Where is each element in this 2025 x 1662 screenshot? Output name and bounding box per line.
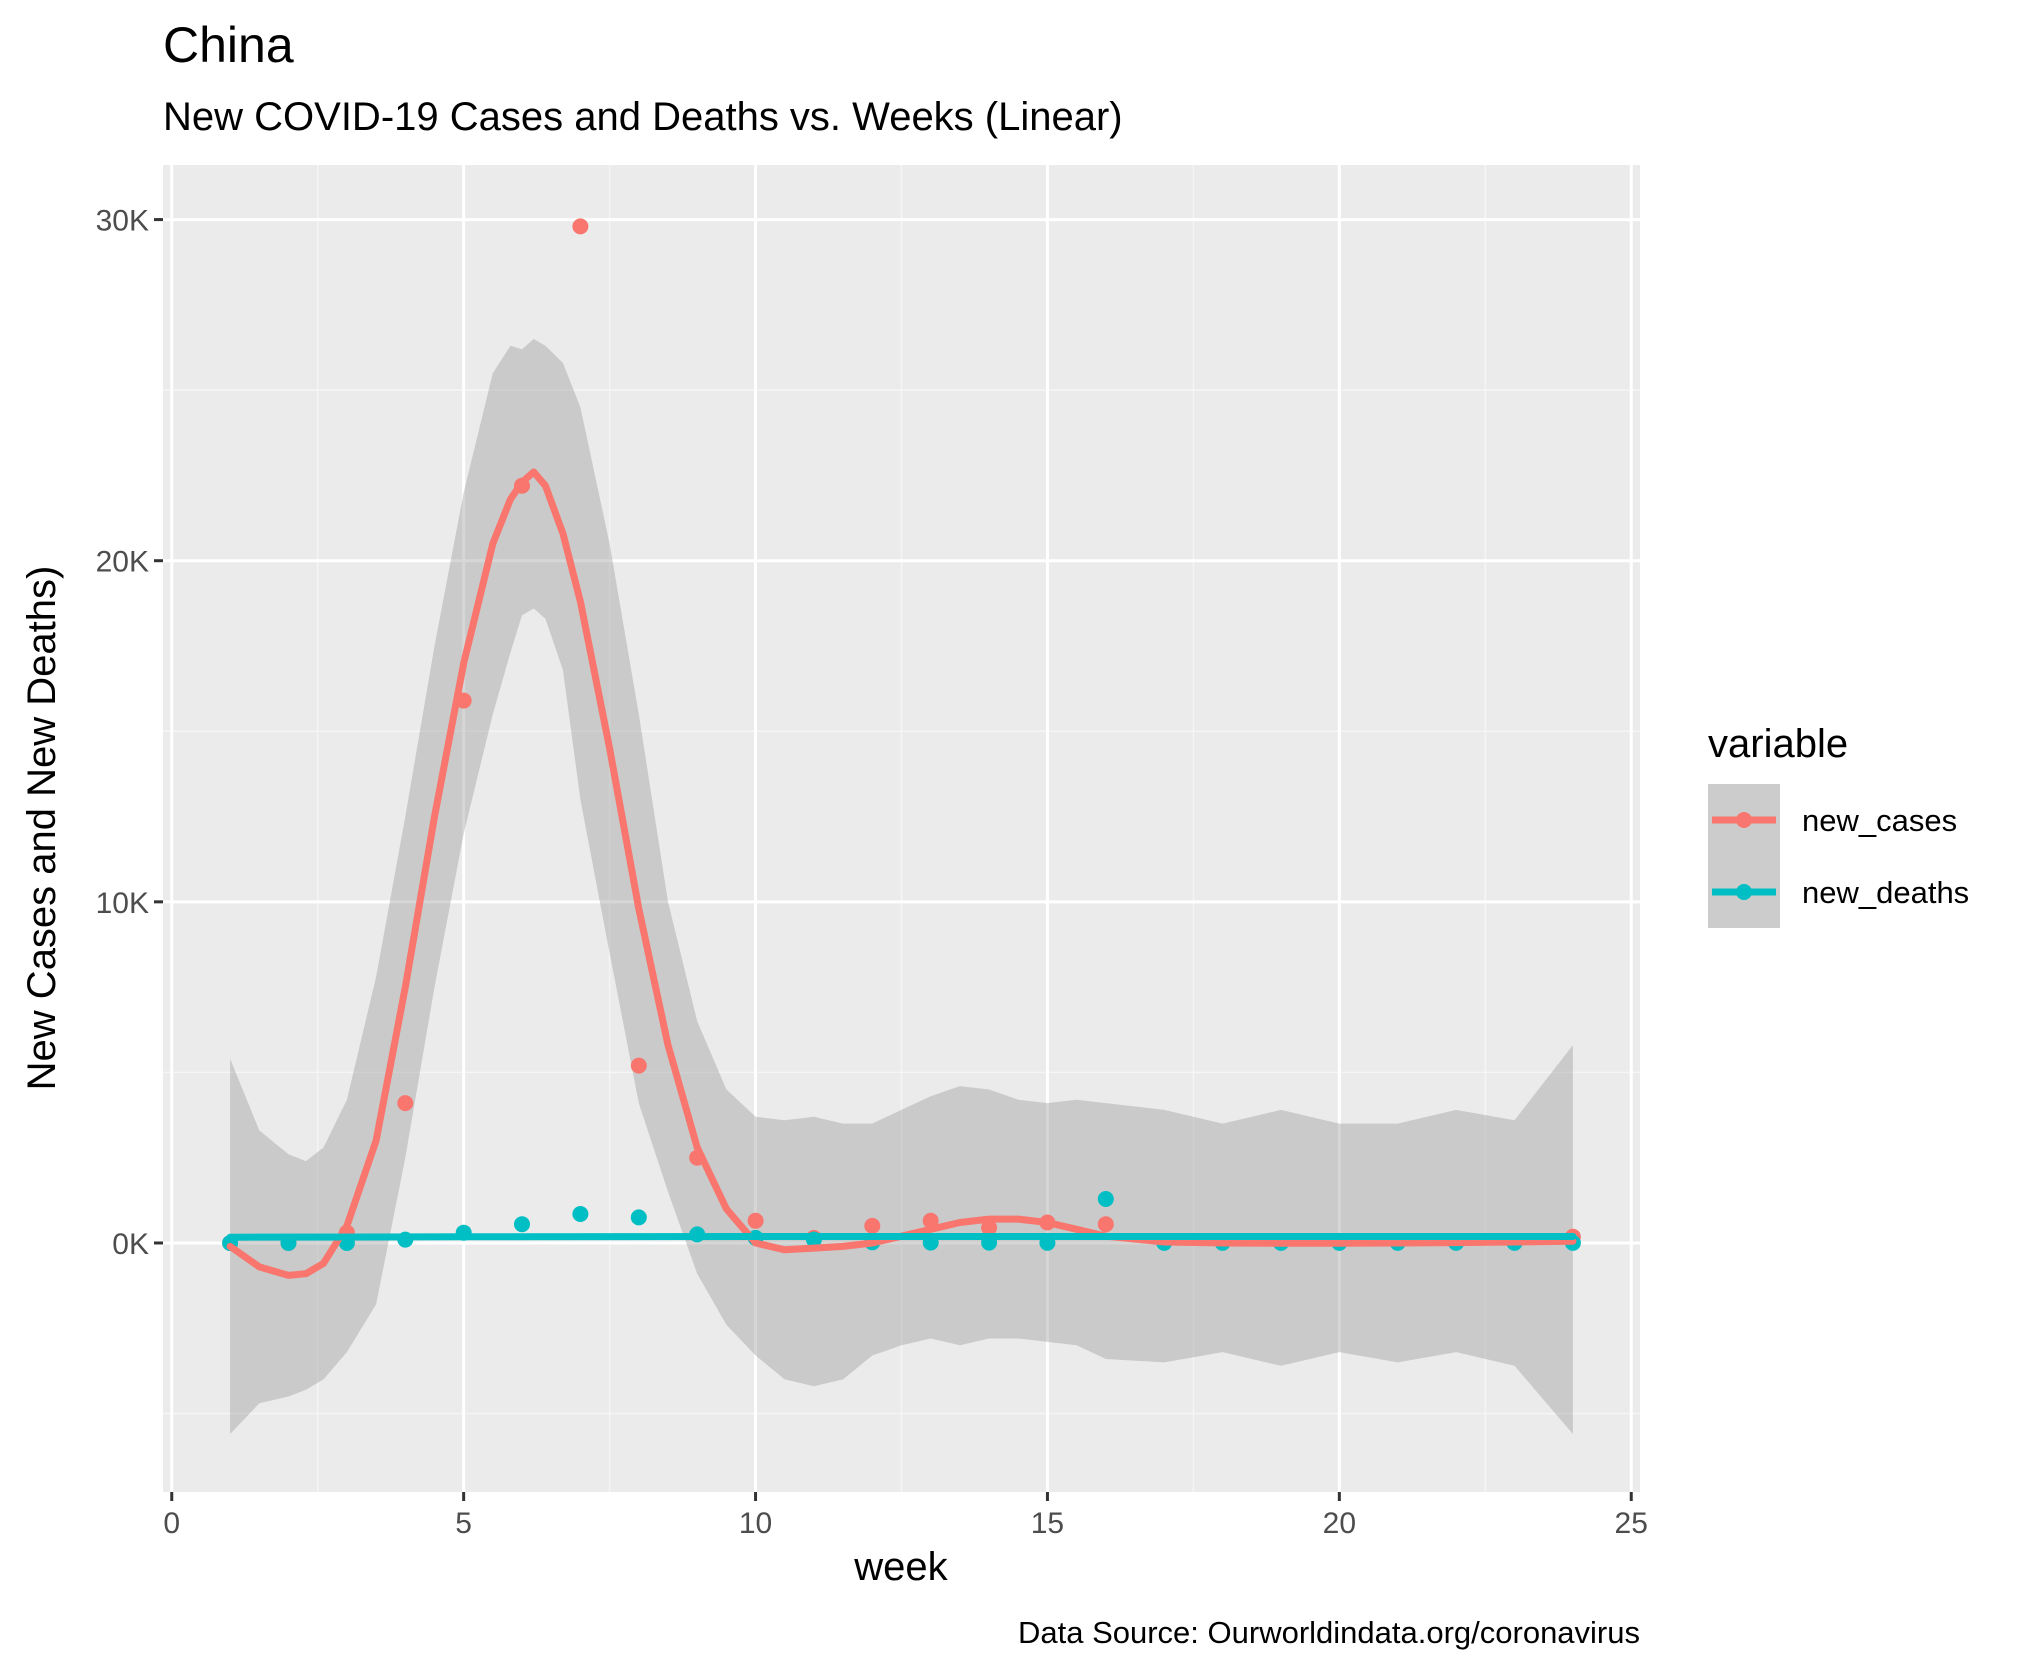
y-tick-label: 30K	[96, 205, 149, 238]
y-tick-label: 20K	[96, 546, 149, 579]
confidence-band-new-cases	[230, 339, 1573, 1434]
data-point-new-cases	[397, 1095, 414, 1112]
data-point-new-cases	[1097, 1216, 1114, 1233]
caption: Data Source: Ourworldindata.org/coronavi…	[1018, 1615, 1640, 1650]
smooth-line-new-cases	[226, 468, 1577, 1279]
y-axis: 0K 10K 20K 30K	[96, 205, 163, 1261]
data-point-new-deaths	[514, 1216, 530, 1233]
legend-point-new-deaths	[1736, 884, 1752, 900]
x-tick-label: 20	[1323, 1507, 1356, 1540]
y-tick-label: 0K	[112, 1228, 149, 1261]
x-tick-label: 15	[1031, 1507, 1064, 1540]
data-point-new-cases	[630, 1057, 647, 1074]
data-point-new-cases	[747, 1212, 764, 1229]
plot-panel	[163, 165, 1640, 1492]
data-point-new-deaths	[572, 1206, 589, 1222]
legend: variable new_cases new_deaths	[1708, 722, 1969, 928]
data-point-new-cases	[572, 218, 589, 235]
minor-gridlines	[163, 165, 1640, 1492]
chart-subtitle: New COVID-19 Cases and Deaths vs. Weeks …	[163, 95, 1123, 139]
x-tick-label: 5	[455, 1507, 472, 1540]
y-axis-title: New Cases and New Deaths)	[20, 566, 64, 1091]
data-point-new-deaths	[1097, 1191, 1114, 1207]
x-tick-label: 10	[739, 1507, 772, 1540]
x-tick-label: 25	[1615, 1507, 1648, 1540]
x-axis-title: week	[853, 1545, 948, 1589]
smooth-lines	[226, 468, 1577, 1279]
y-tick-label: 10K	[96, 887, 149, 920]
legend-label-new-deaths: new_deaths	[1802, 875, 1969, 910]
data-point-new-deaths	[630, 1209, 647, 1226]
smooth-line-new-deaths	[226, 1233, 1577, 1241]
x-axis: 0 5 10 15 20 25	[163, 1492, 1648, 1540]
legend-title: variable	[1708, 722, 1848, 766]
legend-point-new-cases	[1736, 812, 1752, 828]
x-tick-label: 0	[163, 1507, 180, 1540]
data-point-new-cases	[981, 1219, 998, 1236]
legend-label-new-cases: new_cases	[1802, 803, 1957, 838]
chart-title: China	[163, 17, 294, 73]
data-point-new-cases	[864, 1217, 881, 1234]
confidence-bands	[230, 339, 1573, 1434]
